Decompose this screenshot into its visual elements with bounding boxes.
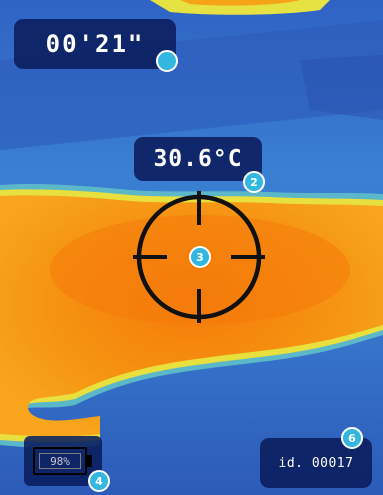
- timer-display: 00'21": [14, 19, 176, 69]
- annotation-badge-device-id: 6: [341, 427, 363, 449]
- warm-top-core: [180, 0, 300, 6]
- annotation-badge-battery: 4: [88, 470, 110, 492]
- battery-icon: 98%: [33, 447, 87, 475]
- annotation-badge-crosshair: 3: [189, 246, 211, 268]
- battery-tip: [87, 455, 92, 467]
- device-id-value: id. 00017: [278, 455, 354, 471]
- annotation-badge-temperature: 2: [243, 171, 265, 193]
- crosshair-target: [133, 191, 265, 323]
- temperature-readout: 30.6°C: [134, 137, 262, 181]
- annotation-badge-timer: [156, 50, 178, 72]
- cold-band-right: [300, 55, 383, 120]
- hand-hot-core: [50, 215, 350, 325]
- temperature-value: 30.6°C: [153, 146, 243, 172]
- timer-value: 00'21": [45, 30, 145, 58]
- battery-level-text: 98%: [39, 453, 81, 469]
